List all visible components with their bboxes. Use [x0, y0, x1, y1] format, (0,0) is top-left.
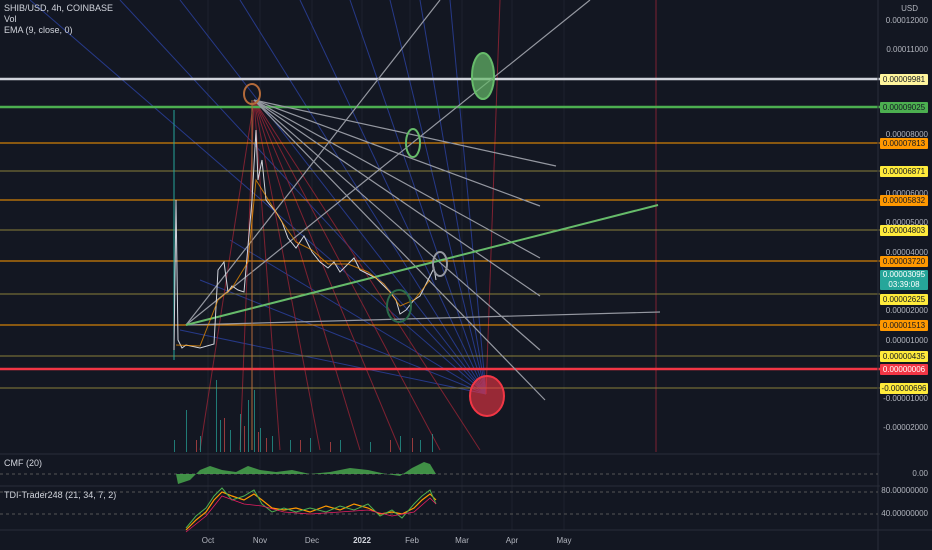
green-trendline[interactable] [185, 204, 659, 326]
ema-line [175, 178, 431, 347]
volume-bars-red [196, 418, 413, 452]
price-axis-label: 0.00001000 [885, 336, 928, 345]
tdi-band-line [185, 495, 437, 533]
tdi-axis-label-lower: 40.00000000 [881, 509, 928, 518]
current-price-countdown: 03:39:08 [888, 280, 920, 289]
price-tag: 0.00005832 [880, 195, 928, 206]
ellipse-green-small[interactable] [405, 128, 421, 158]
time-label: Apr [505, 536, 519, 545]
ellipse-white[interactable] [432, 251, 448, 277]
price-axis-label: 0.00012000 [885, 16, 928, 25]
price-axis-label: -0.00002000 [883, 423, 928, 432]
price-tag: -0.00000696 [880, 383, 928, 394]
time-label: May [556, 536, 572, 545]
price-axis-label: 0.00006000 [885, 189, 928, 198]
cmf-axis-label: 0.00 [912, 469, 928, 478]
price-tag: 0.00000006 [880, 364, 928, 375]
price-tag: 0.00003720 [880, 256, 928, 267]
price-axis-label: 0.00002000 [885, 306, 928, 315]
price-tag: 0.00006871 [880, 166, 928, 177]
price-tag: 0.00007813 [880, 138, 928, 149]
tdi-axis-label-upper: 80.00000000 [881, 486, 928, 495]
price-axis-label: 0.00008000 [885, 130, 928, 139]
time-label: Dec [304, 536, 320, 545]
ellipse-green-large[interactable] [471, 52, 495, 100]
fan-lines-white [185, 0, 661, 401]
price-tag: 0.00000435 [880, 351, 928, 362]
fan-lines-blue [29, 0, 487, 395]
cmf-legend[interactable]: CMF (20) [4, 458, 42, 468]
level-lines [0, 77, 880, 389]
symbol-legend[interactable]: SHIB/USD, 4h, COINBASE [4, 3, 114, 13]
price-axis-label: 0.00011000 [886, 45, 928, 54]
tdi-legend[interactable]: TDI-Trader248 (21, 34, 7, 2) [4, 490, 117, 500]
cmf-area [176, 462, 436, 484]
ellipse-red[interactable] [469, 375, 505, 417]
price-axis-label: 0.00005000 [885, 218, 928, 227]
price-tag: 0.00002625 [880, 294, 928, 305]
ema-legend[interactable]: EMA (9, close, 0) [4, 25, 73, 35]
price-tag: 0.00001513 [880, 320, 928, 331]
vol-legend[interactable]: Vol [4, 14, 17, 24]
volume-bars [174, 380, 433, 452]
ellipse-orange-top[interactable] [243, 83, 261, 105]
time-label: Feb [405, 536, 419, 545]
ellipse-green-bottom[interactable] [386, 289, 412, 323]
time-label: Nov [252, 536, 268, 545]
price-axis-label: -0.00001000 [883, 394, 928, 403]
price-tag: 0.00009981 [880, 74, 928, 85]
tdi-rsi-line [185, 487, 437, 529]
price-tag: 0.00009025 [880, 102, 928, 113]
currency-label: USD [901, 4, 918, 13]
price-line [173, 129, 437, 351]
time-label: Mar [455, 536, 469, 545]
price-tag: 0.00004803 [880, 225, 928, 236]
current-price-value: 0.00003095 [882, 270, 926, 279]
current-price-tag: 0.00003095 03:39:08 [880, 270, 928, 290]
time-label: Oct [201, 536, 215, 545]
fan-lines-red [199, 0, 657, 452]
time-label: 2022 [353, 536, 371, 545]
price-axis-label: 0.00004000 [885, 248, 928, 257]
